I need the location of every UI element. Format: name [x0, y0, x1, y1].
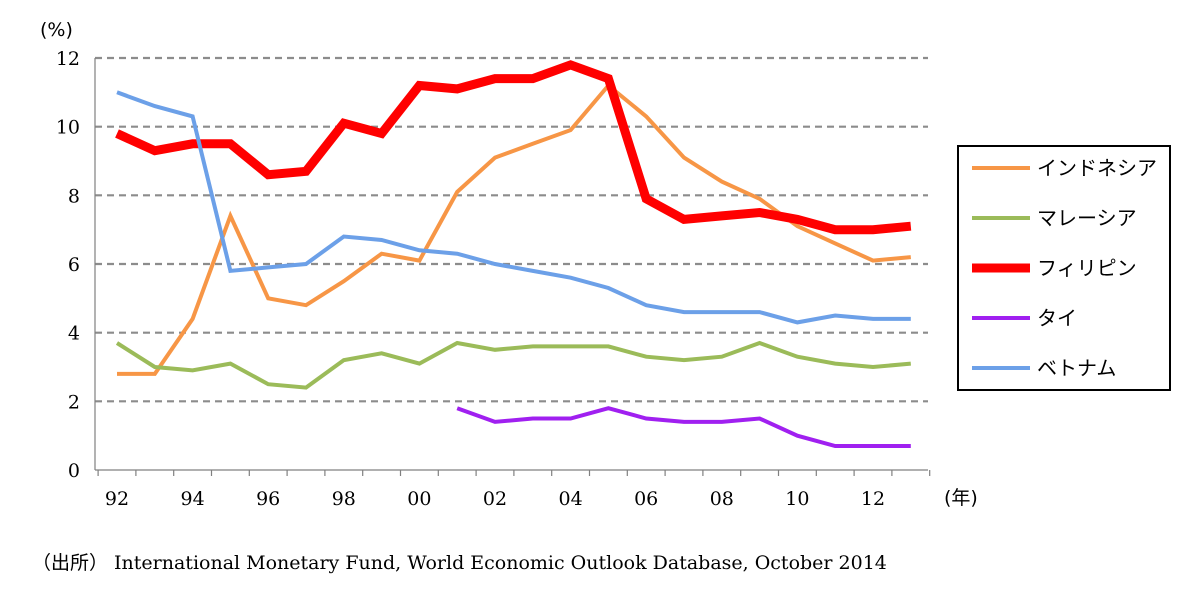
y-tick-labels: 0 2 4 6 8 10 12	[56, 48, 80, 482]
x-tick-labels: 92 94 96 98 00 02 04 06 08 10 12	[105, 488, 885, 510]
y-tick-label: 2	[68, 391, 80, 413]
x-tick-label: 10	[785, 488, 809, 510]
x-tick-label: 12	[861, 488, 885, 510]
x-tick-label: 02	[483, 488, 507, 510]
series-lines	[115, 60, 912, 448]
legend-label: タイ	[1037, 306, 1077, 330]
legend-label: フィリピン	[1037, 256, 1137, 280]
y-tick-label: 12	[56, 48, 80, 70]
y-unit-label: (%)	[40, 19, 73, 41]
y-tick-label: 0	[68, 460, 80, 482]
x-unit-label: (年)	[944, 487, 978, 509]
y-tick-label: 8	[68, 185, 80, 207]
source-note: （出所） International Monetary Fund, World …	[32, 552, 887, 574]
x-tick-label: 06	[634, 488, 658, 510]
legend-label: ベトナム	[1037, 356, 1116, 380]
axes	[94, 58, 931, 476]
x-tick-label: 08	[710, 488, 734, 510]
series-line-4	[116, 90, 911, 325]
x-tick-label: 94	[181, 488, 205, 510]
x-tick-label: 96	[256, 488, 280, 510]
series-line-1	[115, 340, 911, 390]
series-line-3	[456, 406, 911, 448]
y-tick-label: 10	[56, 117, 80, 139]
y-tick-label: 6	[68, 254, 80, 276]
x-tick-label: 98	[332, 488, 356, 510]
gridlines	[95, 56, 928, 403]
y-tick-label: 4	[68, 323, 80, 345]
x-tick-label: 04	[559, 488, 583, 510]
legend-label: マレーシア	[1037, 206, 1137, 230]
x-tick-label: 92	[105, 488, 129, 510]
x-tick-label: 00	[407, 488, 431, 510]
series-line-0	[117, 82, 911, 376]
series-line-2	[115, 60, 912, 235]
legend-label: インドネシア	[1037, 156, 1157, 180]
